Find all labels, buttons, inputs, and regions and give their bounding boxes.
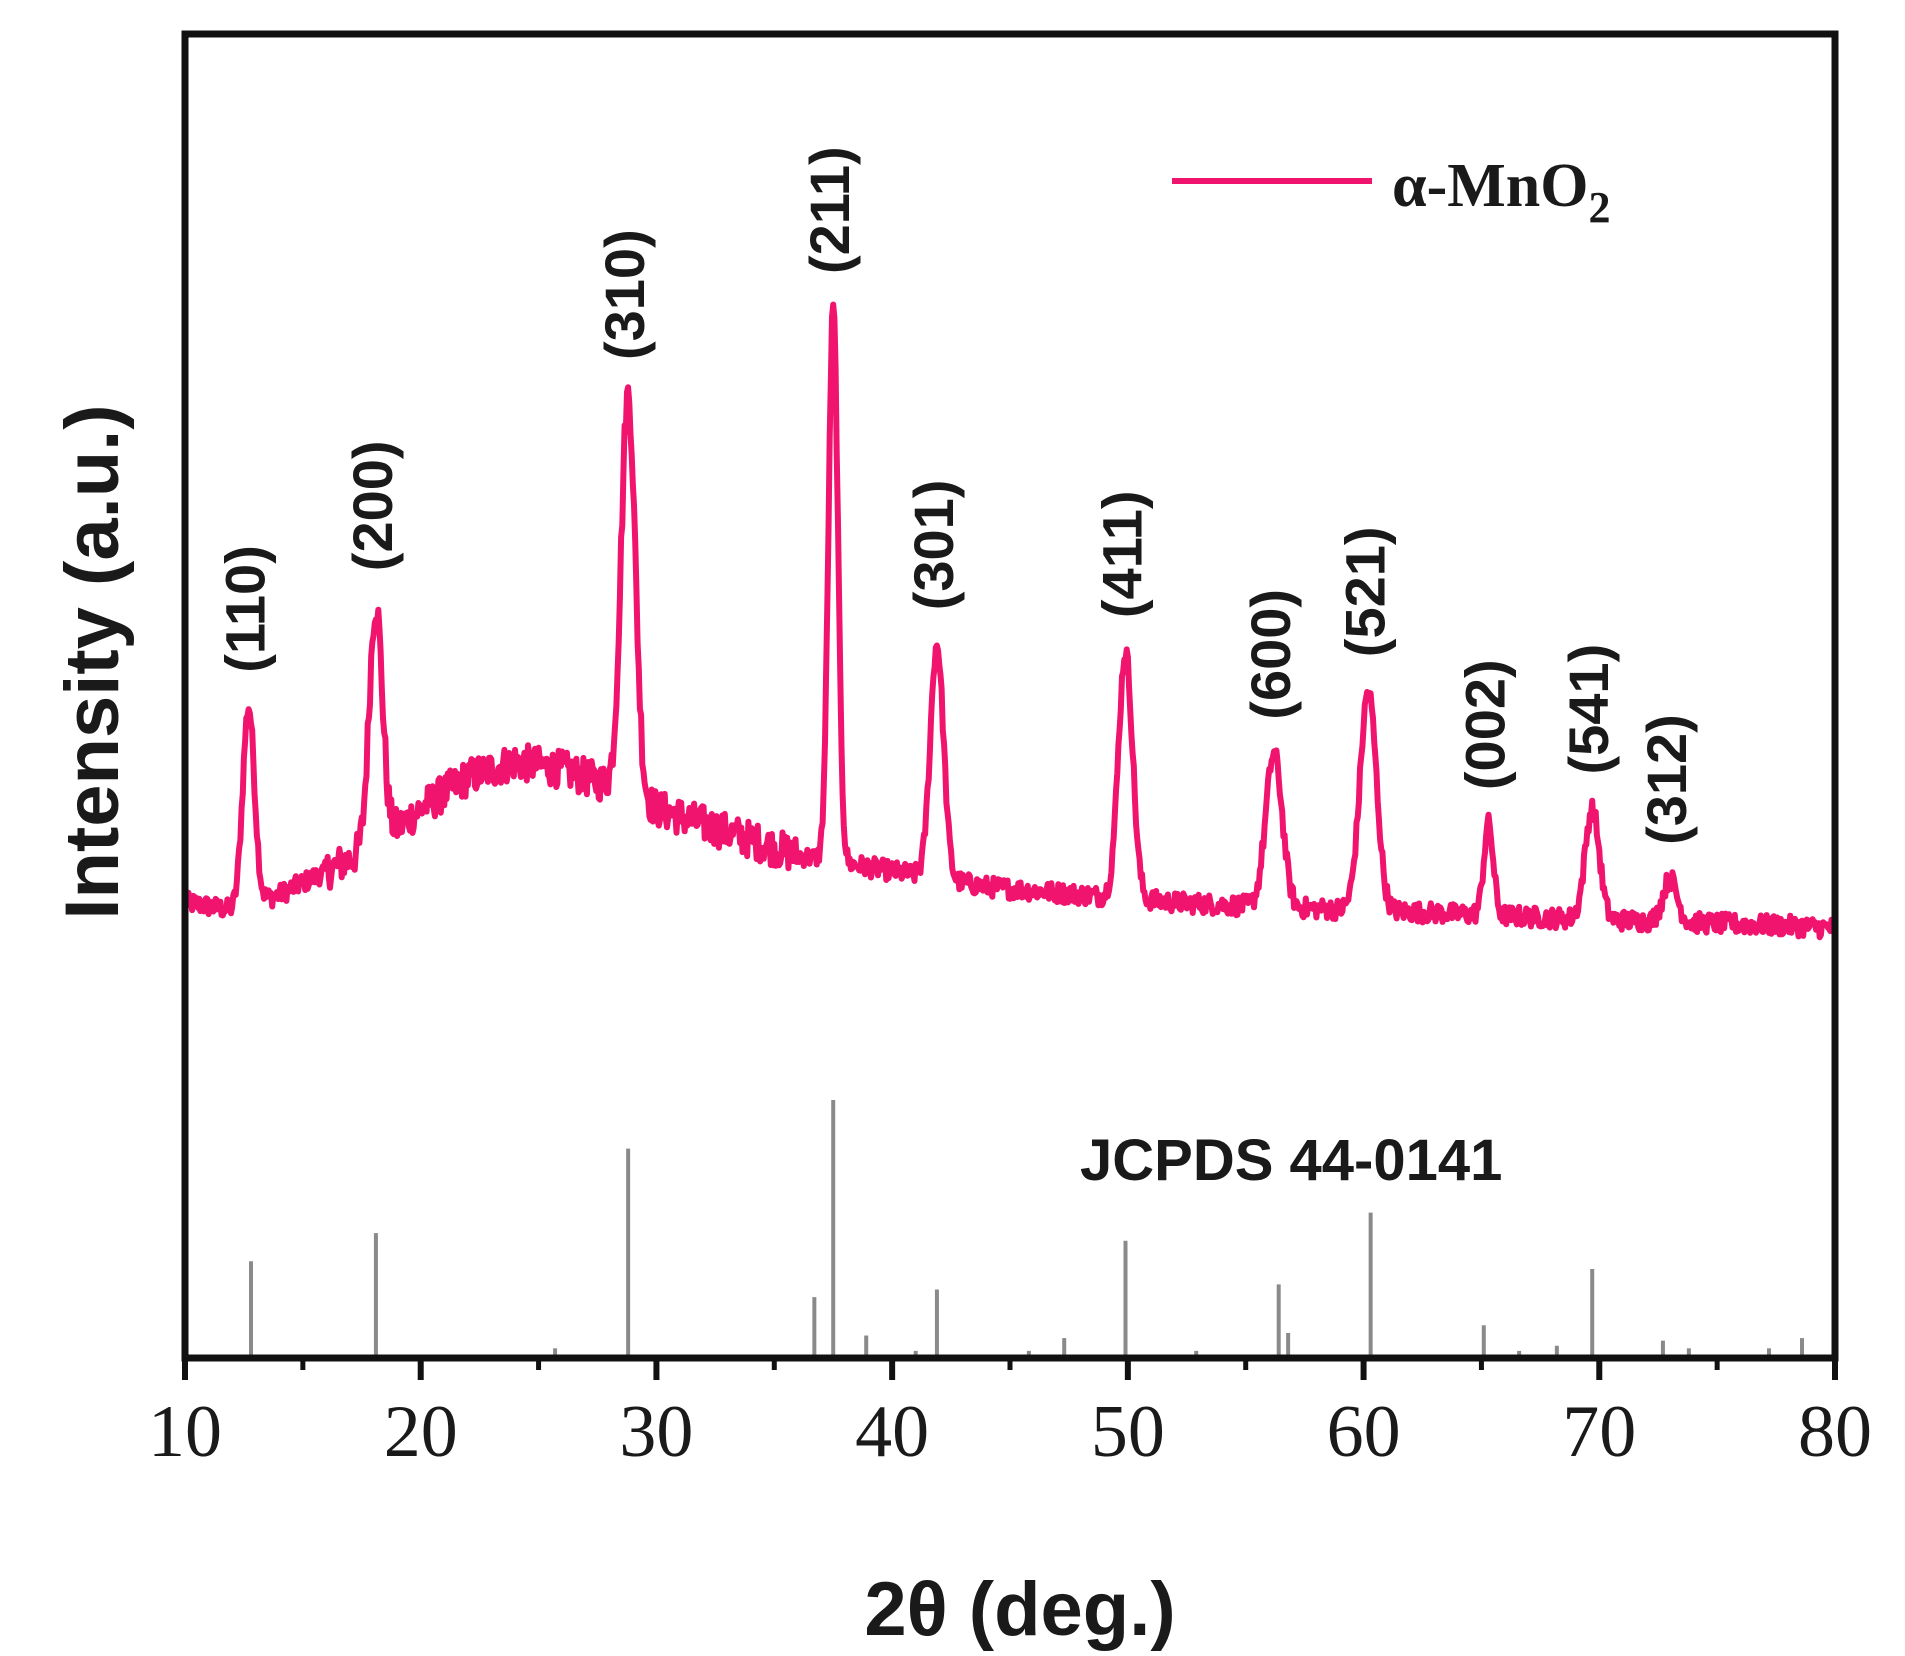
peak-label-600: (600) xyxy=(1239,589,1302,720)
peak-label-200: (200) xyxy=(341,440,404,571)
peak-label-301: (301) xyxy=(902,480,965,611)
x-tick-label-20: 20 xyxy=(384,1391,458,1473)
peak-label-541: (541) xyxy=(1557,644,1620,775)
x-tick-label-10: 10 xyxy=(148,1391,222,1473)
peak-label-211: (211) xyxy=(798,146,861,274)
reference-lines xyxy=(249,1100,1804,1356)
x-tick-label-70: 70 xyxy=(1562,1391,1636,1473)
peak-label-310: (310) xyxy=(593,229,656,360)
x-tick-label-50: 50 xyxy=(1091,1391,1165,1473)
series-line-alpha-mno2 xyxy=(182,301,1838,941)
x-tick-label-30: 30 xyxy=(619,1391,693,1473)
peak-label-312: (312) xyxy=(1635,714,1698,845)
x-tick-label-40: 40 xyxy=(855,1391,929,1473)
legend: α-MnO2 xyxy=(1172,152,1610,232)
peak-label-521: (521) xyxy=(1333,526,1396,657)
x-axis-ticks: 10 20 30 40 50 60 70 80 xyxy=(148,1358,1872,1473)
peak-label-411: (411) xyxy=(1091,490,1154,618)
legend-label: α-MnO2 xyxy=(1392,152,1610,232)
reference-label: JCPDS 44-0141 xyxy=(1080,1128,1502,1193)
x-tick-label-80: 80 xyxy=(1798,1391,1872,1473)
x-tick-label-60: 60 xyxy=(1327,1391,1401,1473)
peak-label-110: (110) xyxy=(214,545,277,673)
peak-labels: (110) (200) (310) (211) (301) (411) (600) (521)… xyxy=(214,146,1698,845)
peak-label-002: (002) xyxy=(1454,659,1517,790)
y-axis-label: Intensity (a.u.) xyxy=(50,404,135,919)
x-axis-label: 2θ (deg.) xyxy=(864,1567,1175,1652)
